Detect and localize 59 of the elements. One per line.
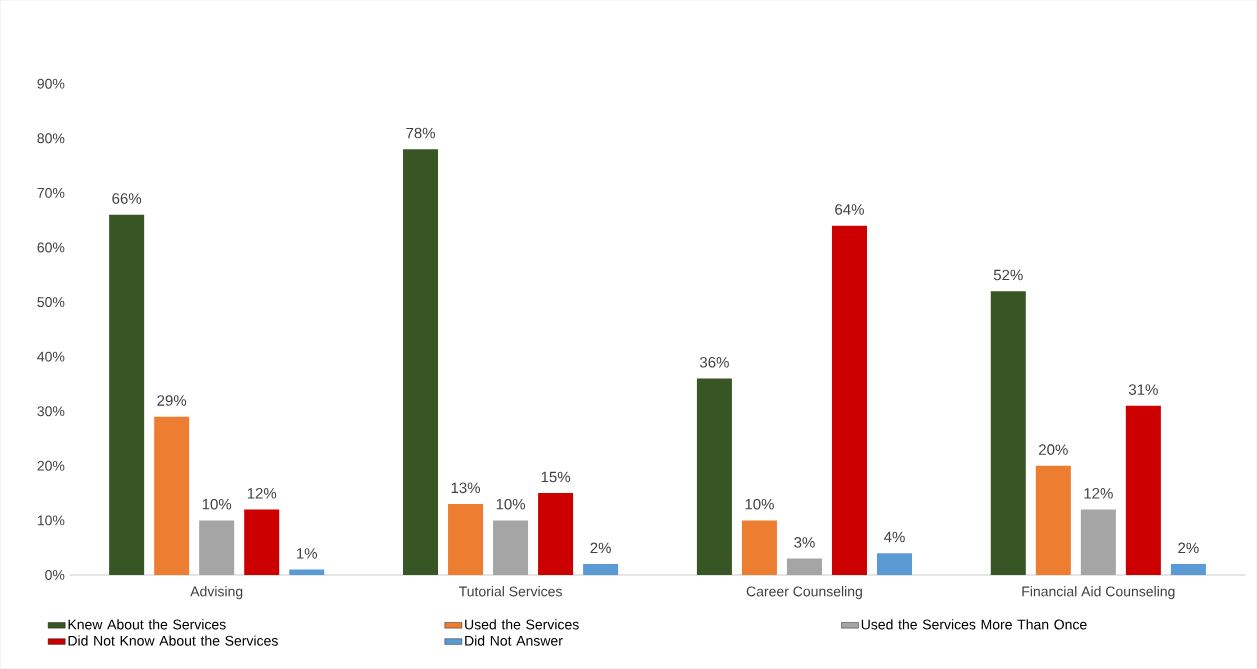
y-tick-label: 10% bbox=[37, 515, 65, 526]
bar bbox=[1035, 465, 1071, 576]
bar bbox=[583, 564, 619, 576]
bar bbox=[244, 509, 280, 576]
y-tick-label: 70% bbox=[37, 188, 65, 198]
data-label: 13% bbox=[451, 482, 481, 494]
data-label: 52% bbox=[993, 269, 1023, 281]
legend-label: Used the Services More Than Once bbox=[861, 619, 1087, 630]
bar bbox=[741, 520, 777, 576]
data-label: 4% bbox=[884, 531, 905, 543]
bar bbox=[289, 569, 325, 576]
bar bbox=[199, 520, 235, 576]
y-tick-label: 40% bbox=[37, 351, 65, 362]
data-label: 64% bbox=[835, 204, 864, 215]
data-label: 2% bbox=[1178, 542, 1199, 554]
bar bbox=[876, 553, 913, 576]
legend-label: Knew About the Services bbox=[68, 619, 226, 630]
x-tick-label: Career Counseling bbox=[746, 586, 862, 600]
data-label: 10% bbox=[202, 499, 232, 510]
bar bbox=[786, 558, 822, 576]
y-tick-label: 20% bbox=[37, 460, 65, 471]
data-label: 31% bbox=[1128, 384, 1158, 396]
data-label: 10% bbox=[745, 499, 774, 510]
y-tick-label: 30% bbox=[37, 406, 65, 417]
bar bbox=[1170, 564, 1206, 576]
data-label: 20% bbox=[1039, 444, 1068, 456]
data-label: 66% bbox=[112, 193, 142, 204]
x-tick-label: Financial Aid Counseling bbox=[1022, 586, 1175, 600]
legend-label: Used the Services bbox=[465, 619, 579, 630]
bar bbox=[493, 520, 529, 576]
x-tick-label: Advising bbox=[190, 586, 243, 600]
bar bbox=[1080, 509, 1116, 576]
legend-label: Did Not Answer bbox=[465, 635, 563, 646]
data-label: 1% bbox=[297, 548, 318, 559]
bar bbox=[154, 416, 190, 576]
bar bbox=[696, 378, 732, 576]
y-tick-label: 90% bbox=[37, 78, 65, 89]
y-tick-label: 50% bbox=[37, 297, 65, 308]
data-label: 12% bbox=[247, 488, 277, 499]
bar bbox=[448, 504, 484, 576]
data-label: 36% bbox=[699, 357, 729, 368]
data-label: 2% bbox=[590, 542, 611, 554]
y-tick-label: 0% bbox=[45, 570, 65, 581]
data-label: 78% bbox=[406, 127, 435, 139]
bar bbox=[403, 149, 439, 576]
data-label: 3% bbox=[794, 537, 815, 548]
y-tick-label: 60% bbox=[37, 242, 65, 253]
data-label: 10% bbox=[496, 499, 526, 510]
y-tick-label: 80% bbox=[37, 133, 65, 144]
bar bbox=[538, 493, 574, 576]
bar bbox=[831, 225, 867, 576]
bar bbox=[109, 214, 145, 576]
bar bbox=[990, 291, 1026, 576]
data-label: 15% bbox=[541, 471, 571, 483]
legend-label: Did Not Know About the Services bbox=[68, 635, 278, 646]
bar bbox=[1125, 405, 1161, 576]
data-label: 29% bbox=[157, 395, 187, 406]
x-tick-label: Tutorial Services bbox=[458, 586, 562, 597]
data-label: 12% bbox=[1084, 488, 1113, 499]
